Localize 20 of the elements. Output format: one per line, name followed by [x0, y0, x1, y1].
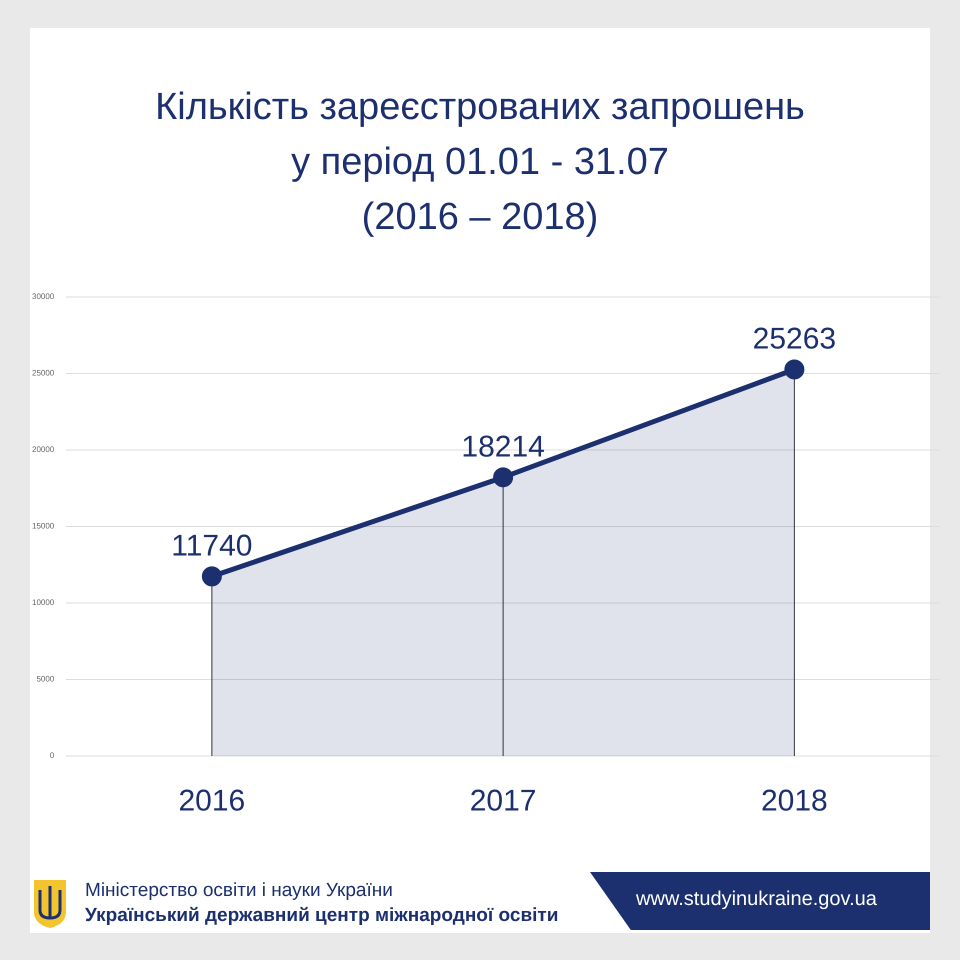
y-tick-label: 15000 [32, 522, 55, 531]
text: www.studyinukraine.gov.ua [636, 888, 877, 911]
data-label: 11740 [171, 530, 252, 563]
y-tick-label: 10000 [32, 598, 55, 608]
point [784, 359, 804, 380]
point [202, 566, 222, 586]
x-tick-label: 2018 [761, 784, 828, 818]
chart-title: Кількість зареєстрованих запрошень у період 01.01 - 31.07 (2016 – 2018) [154, 85, 806, 240]
y-tick-label: 0 [50, 751, 55, 760]
y-tick-label: 25000 [32, 368, 55, 378]
data-label: 18214 [461, 430, 545, 464]
x-tick-label: 2017 [470, 784, 536, 818]
y-tick-label: 5000 [36, 674, 55, 684]
y-tick-label: 30000 [32, 292, 55, 302]
text: Міністерство освіти і науки України [85, 880, 393, 902]
text: Український державний центр міжнародної освіти [85, 905, 558, 927]
y-tick-label: 20000 [32, 445, 55, 454]
x-tick-label: 2016 [178, 784, 246, 818]
point [493, 467, 514, 488]
data-label: 25263 [752, 322, 836, 356]
